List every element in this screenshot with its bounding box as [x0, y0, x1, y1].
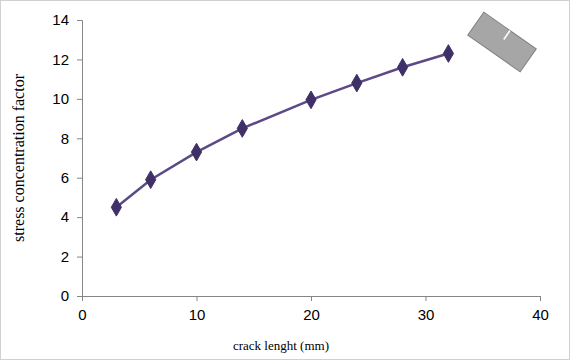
specimen-crack: [504, 31, 510, 40]
y-tick: 10: [52, 90, 82, 107]
x-tick: 10: [189, 296, 206, 323]
x-axis-title: crack lenght (mm): [233, 338, 329, 353]
x-tick: 0: [78, 296, 86, 323]
y-tick: 12: [52, 51, 82, 68]
x-tick-mark: [426, 296, 427, 301]
specimen-plate: [468, 12, 536, 72]
y-tick: 4: [61, 208, 82, 225]
y-tick-label: 14: [52, 11, 69, 28]
x-tick-mark: [197, 296, 198, 301]
y-tick-label: 4: [61, 208, 69, 225]
y-tick-mark: [77, 257, 82, 258]
y-tick-label: 0: [61, 287, 69, 304]
x-tick-label: 30: [418, 306, 435, 323]
chart: 0 10 20 30 40 0 2 4 6 8 10 12 14 crack lenght (mm) str…: [0, 0, 570, 360]
x-tick-label: 40: [532, 306, 549, 323]
x-tick-label: 0: [78, 306, 86, 323]
y-tick-mark: [77, 217, 82, 218]
x-axis-line: [83, 297, 541, 302]
plot: 0 10 20 30 40 0 2 4 6 8 10 12 14: [52, 11, 549, 322]
marker: [352, 74, 362, 92]
series: [111, 45, 453, 216]
x-axis: 0 10 20 30 40: [78, 296, 549, 323]
y-axis: 0 2 4 6 8 10 12 14: [52, 11, 82, 304]
x-tick: 30: [418, 296, 435, 323]
y-tick-mark: [77, 59, 82, 60]
x-tick-label: 20: [303, 306, 320, 323]
marker: [237, 120, 247, 138]
x-tick-label: 10: [189, 306, 206, 323]
chart-border: [1, 1, 570, 360]
x-tick-mark: [540, 296, 541, 301]
marker: [443, 45, 453, 63]
y-tick-mark: [77, 20, 82, 21]
y-tick-mark: [77, 178, 82, 179]
y-tick: 0: [61, 287, 82, 304]
x-tick: 20: [303, 296, 320, 323]
line: [116, 54, 448, 208]
y-tick: 8: [61, 130, 82, 147]
y-tick-label: 8: [61, 130, 69, 147]
specimen-icon: [468, 12, 536, 72]
marker: [191, 143, 201, 161]
y-tick: 2: [61, 248, 82, 265]
marker: [306, 91, 316, 109]
y-axis-title: stress concentration factor: [10, 73, 27, 242]
marker: [111, 198, 121, 216]
y-tick: 6: [61, 169, 82, 186]
y-tick-label: 12: [52, 51, 69, 68]
y-tick: 14: [52, 11, 82, 28]
y-tick-label: 2: [61, 248, 69, 265]
x-tick: 40: [532, 296, 549, 323]
marker: [398, 58, 408, 76]
y-axis-line: [77, 21, 83, 297]
y-tick-mark: [77, 99, 82, 100]
y-tick-mark: [77, 296, 82, 297]
y-tick-label: 6: [61, 169, 69, 186]
x-tick-mark: [311, 296, 312, 301]
marker: [146, 171, 156, 189]
y-tick-label: 10: [52, 90, 69, 107]
y-tick-mark: [77, 138, 82, 139]
